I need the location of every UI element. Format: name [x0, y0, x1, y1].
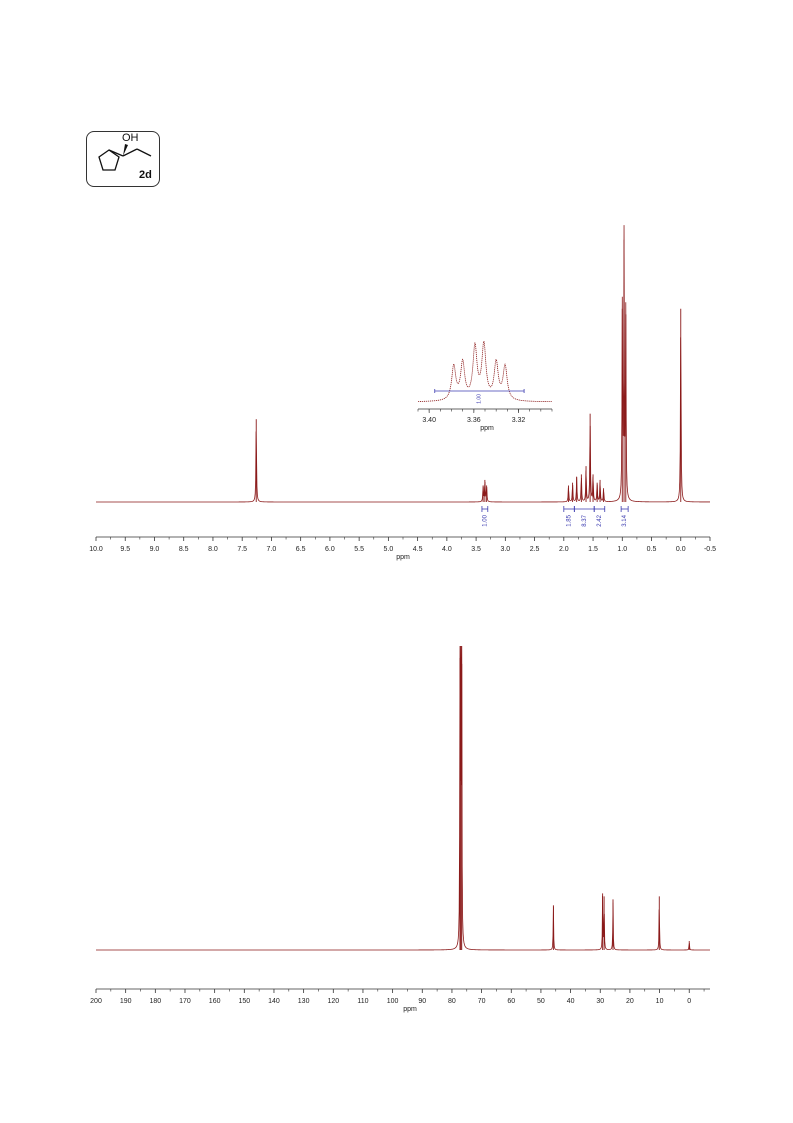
x-tick-label: 120: [327, 998, 339, 1005]
x-tick-label: 1.0: [617, 546, 627, 553]
x-tick-label: 0: [687, 998, 691, 1005]
x-tick-label: 6.0: [325, 546, 335, 553]
inset-tick-label: 3.40: [422, 417, 436, 424]
x-tick-label: 100: [387, 998, 399, 1005]
cyclopentane-ring: [98, 149, 120, 171]
cyclopentyl-propanol-structure: [98, 144, 152, 171]
integral-value: 8.37: [582, 514, 588, 526]
x-tick-label: 7.5: [237, 546, 247, 553]
wedge-bond: [123, 144, 128, 156]
x-tick-label: 190: [120, 998, 132, 1005]
x-tick-label: 3.0: [500, 546, 510, 553]
x-tick-label: 3.5: [471, 546, 481, 553]
x-tick-label: 9.0: [150, 546, 160, 553]
bond-ethyl-2: [136, 148, 152, 157]
x-tick-label: 4.5: [413, 546, 423, 553]
spectrum-trace: [96, 646, 710, 951]
x-tick-label: 5.5: [354, 546, 364, 553]
x-tick-label: 90: [418, 998, 426, 1005]
x-tick-label: 2.0: [559, 546, 569, 553]
integral-value: 3.14: [622, 514, 628, 526]
compound-label: 2d: [139, 169, 152, 181]
x-tick-label: 40: [567, 998, 575, 1005]
x-tick-label: 0.0: [676, 546, 686, 553]
x-tick-label: 180: [149, 998, 161, 1005]
x-tick-label: 7.0: [267, 546, 277, 553]
x-tick-label: 0.5: [647, 546, 657, 553]
h1-nmr-spectrum: 10.0 9.5 9.0 8.5 8.0 7.5 7.0 6.5 6.0 5.5 5.0 4.5 4.0…: [89, 225, 716, 561]
compound-structure: [86, 131, 160, 187]
integral-value: 1.85: [567, 514, 573, 526]
x-tick-label: 160: [209, 998, 221, 1005]
x-tick-label: 170: [179, 998, 191, 1005]
inset-expansion: 1.00 3.40 3.36 3.32 ppm: [417, 340, 553, 432]
x-tick-label: 1.5: [588, 546, 598, 553]
x-tick-label: 30: [596, 998, 604, 1005]
inset-integral-value: 1.00: [477, 394, 483, 404]
spectrum-trace: [96, 225, 710, 503]
x-tick-label: 6.5: [296, 546, 306, 553]
x-tick-label: 2.5: [530, 546, 540, 553]
inset-trace: [418, 340, 552, 403]
c13-nmr-spectrum: 200 190 180 170 160 150 140 130 120 110 100 90 80 70 6…: [90, 646, 710, 1013]
x-tick-label: 8.0: [208, 546, 218, 553]
x-tick-label: -0.5: [704, 546, 716, 553]
x-tick-label: 80: [448, 998, 456, 1005]
x-tick-label: 5.0: [384, 546, 394, 553]
x-tick-label: 140: [268, 998, 280, 1005]
bond-ethyl-1: [122, 148, 138, 157]
x-tick-label: 150: [238, 998, 250, 1005]
x-tick-label: 110: [357, 998, 368, 1005]
x-tick-label: 70: [478, 998, 486, 1005]
x-tick-label: 9.5: [120, 546, 130, 553]
hydroxyl-label: OH: [122, 132, 139, 144]
x-tick-label: 50: [537, 998, 545, 1005]
integral-value: 1.00: [482, 514, 488, 526]
inset-tick-label: 3.36: [467, 417, 481, 424]
x-tick-label: 60: [507, 998, 515, 1005]
x-tick-label: 200: [90, 998, 102, 1005]
integral-value: 2.42: [597, 514, 603, 526]
inset-tick-label: 3.32: [512, 417, 526, 424]
bond-ring-carbinol: [108, 149, 124, 157]
x-tick-label: 20: [626, 998, 634, 1005]
x-tick-label: 8.5: [179, 546, 189, 553]
x-tick-label: 10: [656, 998, 664, 1005]
inset-x-axis-label: ppm: [480, 425, 494, 432]
x-axis-label: ppm: [396, 554, 410, 561]
x-tick-label: 4.0: [442, 546, 452, 553]
x-tick-label: 10.0: [89, 546, 103, 553]
x-axis-label: ppm: [403, 1006, 417, 1013]
x-tick-label: 130: [298, 998, 310, 1005]
